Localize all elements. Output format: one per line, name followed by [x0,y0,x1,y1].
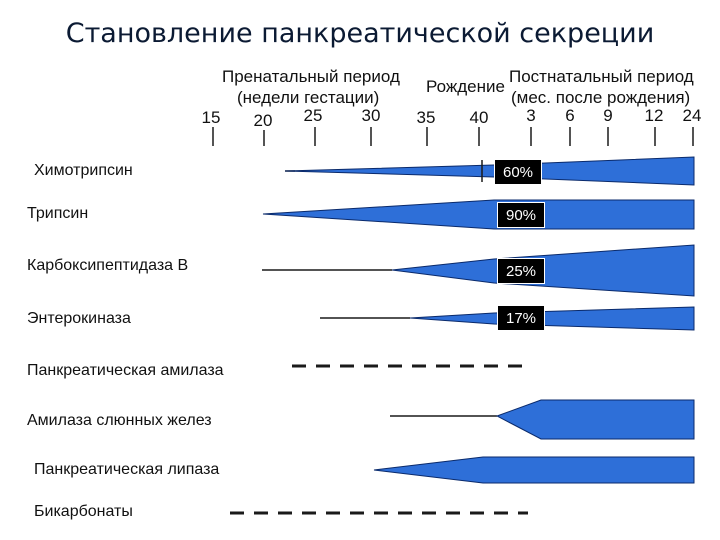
row-chymotrypsin-bar [284,156,695,186]
percent-badge-chymotrypsin: 60% [494,159,542,185]
tick-label-24: 24 [682,106,702,125]
percent-badge-carboxypeptidase: 25% [497,258,545,284]
row-label-chymotrypsin: Химотрипсин [34,162,133,179]
tick-label-9: 9 [603,106,613,125]
tick-label-40: 40 [469,108,489,127]
row-salivary-amylase-bar [390,399,695,440]
tick-label-12: 12 [644,106,664,125]
row-label-salivary-amylase: Амилаза слюнных желез [27,412,212,429]
row-label-bicarbonate: Бикарбонаты [34,503,133,520]
row-label-trypsin: Трипсин [27,205,89,222]
tick-label-15: 15 [201,108,221,127]
tick-label-30: 30 [361,106,381,125]
percent-badge-enterokinase: 17% [497,305,545,331]
tick-label-3: 3 [526,106,536,125]
row-carboxypeptidase-bar [262,244,695,297]
percent-badge-trypsin: 90% [497,202,545,228]
tick-label-20: 20 [253,111,273,130]
slide-title: Становление панкреатической секреции [65,18,655,49]
row-enterokinase-bar [320,306,695,331]
row-label-pancreatic-amylase: Панкреатическая амилаза [27,362,224,379]
tick-label-6: 6 [565,106,575,125]
prenatal-header-line1: Пренатальный период [222,67,400,86]
tick-label-25: 25 [303,106,323,125]
birth-header: Рождение [426,77,505,96]
postnatal-header-line2: (мес. после рождения) [511,88,691,107]
row-pancreatic-lipase-bar [373,456,695,484]
row-trypsin-bar [262,199,695,230]
row-label-enterokinase: Энтерокиназа [27,310,131,327]
postnatal-header-line1: Постнатальный период [509,67,694,86]
tick-marks [212,127,694,146]
row-label-pancreatic-lipase: Панкреатическая липаза [34,461,220,478]
prenatal-header-line2: (недели гестации) [237,88,380,107]
tick-label-35: 35 [416,108,436,127]
row-label-carboxypeptidase: Карбоксипептидаза В [27,257,189,274]
